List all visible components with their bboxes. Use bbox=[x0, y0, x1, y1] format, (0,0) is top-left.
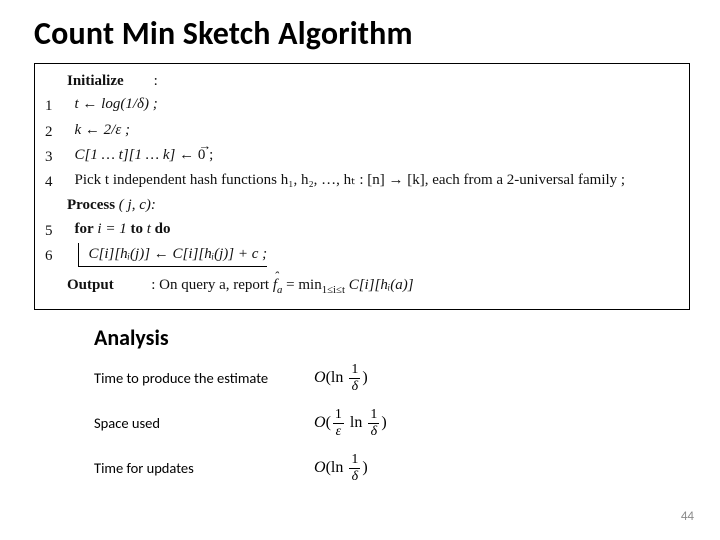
process-args: ( j, c): bbox=[115, 197, 156, 213]
ln-3: ln bbox=[331, 459, 343, 477]
alg-line-1: t ← log(1/δ) ; bbox=[75, 96, 158, 112]
algorithm-table: Initialize : 1 t ← log(1/δ) ; 2 k ← 2/ε … bbox=[45, 70, 625, 299]
lineno-5: 5 bbox=[45, 218, 67, 243]
frac-1-delta-a: 1δ bbox=[349, 363, 360, 394]
analysis-math-3: O(ln 1δ) bbox=[314, 453, 368, 484]
analysis-title: Analysis bbox=[94, 324, 692, 351]
to-keyword: to bbox=[130, 221, 143, 237]
lparen-2: ( bbox=[326, 414, 331, 432]
analysis-section: Analysis Time to produce the estimate O(… bbox=[34, 324, 692, 484]
num-1b: 1 bbox=[333, 408, 344, 424]
den-delta-b: δ bbox=[368, 424, 379, 439]
num-1c: 1 bbox=[368, 408, 379, 424]
analysis-label-3: Time for updates bbox=[94, 459, 314, 477]
analysis-label-1: Time to produce the estimate bbox=[94, 369, 314, 387]
num-1d: 1 bbox=[349, 453, 360, 469]
lineno-4: 4 bbox=[45, 169, 67, 194]
lineno-6: 6 bbox=[45, 243, 67, 268]
page-title: Count Min Sketch Algorithm bbox=[34, 14, 692, 53]
section-initialize: Initialize bbox=[67, 73, 124, 89]
analysis-row-3: Time for updates O(ln 1δ) bbox=[94, 453, 692, 484]
analysis-label-2: Space used bbox=[94, 414, 314, 432]
analysis-math-2: O(1ε ln 1δ) bbox=[314, 408, 387, 439]
alg-line-4: Pick t independent hash functions h₁, h₂… bbox=[75, 172, 626, 188]
alg-line-3-pre: C[1 … t][1 … k] ← bbox=[75, 147, 198, 163]
for-body-2: t bbox=[143, 221, 155, 237]
big-o-3: O bbox=[314, 459, 326, 477]
big-o-1: O bbox=[314, 369, 326, 387]
initialize-colon: : bbox=[154, 73, 158, 89]
den-delta-a: δ bbox=[349, 379, 360, 394]
ln-2: ln bbox=[350, 414, 362, 432]
do-keyword: do bbox=[155, 221, 171, 237]
alg-line-6: C[i][hᵢ(j)] ← C[i][hᵢ(j)] + c ; bbox=[89, 246, 268, 262]
den-delta-c: δ bbox=[349, 469, 360, 484]
page-number: 44 bbox=[681, 509, 694, 524]
algorithm-box: Initialize : 1 t ← log(1/δ) ; 2 k ← 2/ε … bbox=[34, 63, 690, 310]
ln-1: ln bbox=[331, 369, 343, 387]
for-body-1: i = 1 bbox=[94, 221, 131, 237]
den-eps: ε bbox=[333, 424, 344, 439]
analysis-row-1: Time to produce the estimate O(ln 1δ) bbox=[94, 363, 692, 394]
zero-vector: →0 bbox=[198, 144, 206, 167]
lineno-1: 1 bbox=[45, 93, 67, 118]
output-eq-min: = min bbox=[282, 277, 321, 293]
output-tail: C[i][hᵢ(a)] bbox=[345, 277, 414, 293]
for-keyword: for bbox=[75, 221, 94, 237]
output-f-hat: ˆf bbox=[273, 274, 277, 297]
analysis-row-2: Space used O(1ε ln 1δ) bbox=[94, 408, 692, 439]
frac-1-delta-c: 1δ bbox=[349, 453, 360, 484]
analysis-math-1: O(ln 1δ) bbox=[314, 363, 368, 394]
loop-bar: C[i][hᵢ(j)] ← C[i][hᵢ(j)] + c ; bbox=[78, 243, 268, 267]
lineno-3: 3 bbox=[45, 144, 67, 169]
lineno-2: 2 bbox=[45, 119, 67, 144]
big-o-2: O bbox=[314, 414, 326, 432]
alg-line-2: k ← 2/ε ; bbox=[75, 122, 130, 138]
rparen-1: ) bbox=[362, 369, 367, 387]
section-output: Output bbox=[67, 277, 114, 293]
rparen-3: ) bbox=[362, 459, 367, 477]
output-text-pre: On query a, report bbox=[155, 277, 272, 293]
frac-1-eps: 1ε bbox=[333, 408, 344, 439]
slide: Count Min Sketch Algorithm Initialize : … bbox=[0, 0, 720, 540]
section-process: Process bbox=[67, 197, 115, 213]
num-1a: 1 bbox=[349, 363, 360, 379]
rparen-2: ) bbox=[381, 414, 386, 432]
frac-1-delta-b: 1δ bbox=[368, 408, 379, 439]
output-min-sub: 1≤i≤t bbox=[322, 284, 345, 296]
